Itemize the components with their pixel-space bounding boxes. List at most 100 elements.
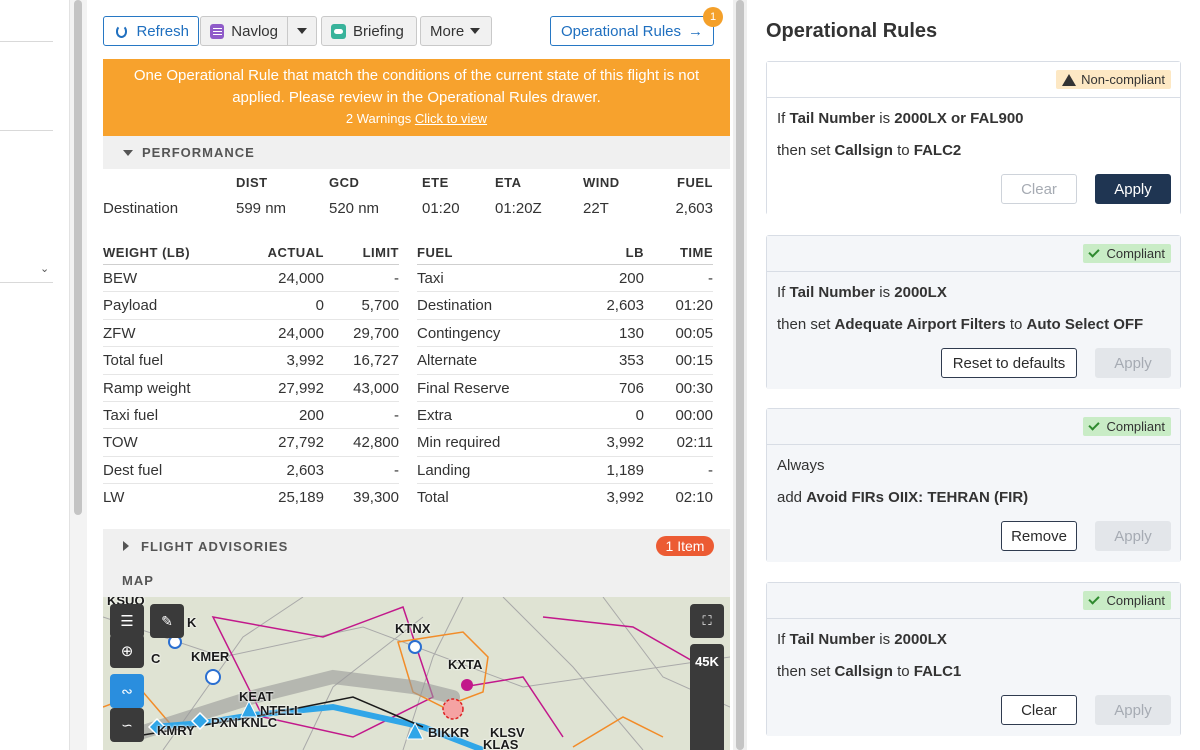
rule-card-header: Non-compliant — [767, 62, 1180, 98]
operational-rules-button[interactable]: Operational Rules → — [550, 16, 714, 46]
perf-value: 01:20 — [422, 200, 460, 217]
rule-line2-op: to — [897, 142, 910, 159]
rule-line2: add Avoid FIRs OIIX: TEHRAN (FIR) — [777, 489, 1028, 506]
row-divider — [103, 291, 399, 292]
row-divider — [417, 456, 713, 457]
row-divider — [103, 346, 399, 347]
map-label-3: KEAT — [239, 689, 274, 704]
briefing-button[interactable]: Briefing — [321, 16, 417, 46]
operational-rules-drawer: Operational Rules Non-compliant If Tail N… — [747, 0, 1200, 750]
navlog-dropdown-button[interactable] — [287, 16, 317, 46]
rule-line2-prefix: then set — [777, 142, 831, 159]
fullscreen-button[interactable]: ⛶ — [690, 604, 724, 638]
row-divider — [417, 264, 713, 265]
left-scrollbar[interactable] — [70, 0, 87, 750]
refresh-label: Refresh — [136, 22, 189, 40]
rule-line1-value: 2000LX or FAL900 — [894, 110, 1024, 127]
rule-secondary-button[interactable]: Remove — [1001, 521, 1077, 551]
crosshair-icon: ⊕ — [120, 643, 134, 660]
divider — [0, 130, 53, 131]
weights-cell: - — [394, 270, 399, 287]
fuel-cell: Final Reserve — [417, 380, 510, 397]
rule-apply-button[interactable]: Apply — [1095, 521, 1171, 551]
fuel-cell: Min required — [417, 434, 501, 451]
weights-cell: Dest fuel — [103, 462, 163, 479]
check-icon — [1088, 593, 1101, 605]
draw-button[interactable]: ∽ — [110, 708, 144, 742]
more-button[interactable]: More — [420, 16, 492, 46]
weights-cell: 5,700 — [361, 297, 399, 314]
ruler-button[interactable]: ✎ — [150, 604, 184, 638]
rule-line1-value: 2000LX — [894, 284, 947, 301]
fullscreen-icon: ⛶ — [702, 613, 712, 628]
rule-apply-button[interactable]: Apply — [1095, 348, 1171, 378]
rule-line2-field: Callsign — [834, 663, 893, 680]
weights-cell: 16,727 — [353, 352, 399, 369]
rule-line2: then set Callsign to FALC2 — [777, 142, 961, 159]
map-label-6: KMRY — [157, 723, 195, 738]
weights-cell: Taxi fuel — [103, 407, 159, 424]
fuel-cell: 706 — [618, 380, 644, 397]
map-label-4: NTELL — [260, 703, 302, 718]
flight-map[interactable]: KSUO K KMER KEAT NTELL PXN KMRY KTNX KXTA KLSV KLA… — [103, 597, 730, 750]
click-to-view-link[interactable]: Click to view — [414, 111, 488, 126]
row-divider — [103, 401, 399, 402]
chevron-down-icon[interactable]: ⌄ — [40, 263, 50, 275]
fuel-header: TIME — [679, 245, 713, 260]
weights-header: WEIGHT (LB) — [103, 245, 191, 260]
layers-button[interactable]: ☰ — [110, 604, 144, 638]
collapse-icon — [123, 149, 133, 156]
route-icon: ∾ — [121, 682, 133, 699]
weights-cell: 3,992 — [286, 352, 324, 369]
performance-title: PERFORMANCE — [142, 145, 255, 160]
rule-line2-prefix: then set — [777, 663, 831, 680]
weights-cell: 24,000 — [278, 325, 324, 342]
weights-header: LIMIT — [362, 245, 399, 260]
divider — [0, 282, 53, 283]
weights-cell: Ramp weight — [103, 380, 191, 397]
refresh-button[interactable]: Refresh — [103, 16, 199, 46]
weights-cell: Total fuel — [103, 352, 164, 369]
status-badge: Compliant — [1083, 591, 1171, 610]
recenter-button[interactable]: ⊕ — [110, 634, 144, 668]
performance-section-header[interactable]: PERFORMANCE — [103, 136, 730, 169]
weights-cell: 2,603 — [286, 462, 324, 479]
weights-cell: 43,000 — [353, 380, 399, 397]
fuel-cell: 3,992 — [606, 489, 644, 506]
row-divider — [417, 374, 713, 375]
route-button[interactable]: ∾ — [110, 674, 144, 708]
rule-card: Compliant Always add Avoid FIRs OIIX: TEH… — [766, 408, 1181, 562]
rule-secondary-button[interactable]: Clear — [1001, 695, 1077, 725]
rule-apply-button[interactable]: Apply — [1095, 174, 1171, 204]
fuel-cell: 130 — [618, 325, 644, 342]
rule-line2-field: Avoid FIRs OIIX: TEHRAN (FIR) — [806, 489, 1029, 506]
weights-header: ACTUAL — [267, 245, 324, 260]
arrow-right-icon: → — [688, 22, 704, 40]
map-title: MAP — [122, 573, 154, 588]
perf-col-header: GCD — [329, 175, 360, 190]
scrollbar-thumb[interactable] — [74, 0, 82, 515]
rule-card-header: Compliant — [767, 236, 1180, 272]
rule-line1-field: Tail Number — [789, 110, 876, 127]
status-badge: Compliant — [1083, 417, 1171, 436]
banner-warnings: 2 Warnings Click to view — [103, 109, 730, 129]
fuel-cell: Destination — [417, 297, 493, 314]
perf-value: 01:20Z — [495, 200, 542, 217]
flight-advisories-header[interactable]: FLIGHT ADVISORIES — [103, 529, 730, 563]
drawer-title: Operational Rules — [766, 20, 938, 42]
fuel-cell: 00:00 — [675, 407, 713, 424]
navlog-button[interactable]: Navlog — [200, 16, 288, 46]
main-scrollbar[interactable] — [733, 0, 747, 750]
perf-col-header: FUEL — [677, 175, 713, 190]
weights-cell: BEW — [103, 270, 138, 287]
rule-secondary-button[interactable]: Reset to defaults — [941, 348, 1077, 378]
fuel-cell: Landing — [417, 462, 471, 479]
rule-secondary-button[interactable]: Clear — [1001, 174, 1077, 204]
scrollbar-thumb[interactable] — [736, 0, 744, 750]
altitude-slider[interactable]: 45K — [690, 644, 724, 750]
map-label-9: KLSV — [490, 725, 525, 740]
rule-apply-button[interactable]: Apply — [1095, 695, 1171, 725]
status-label: Compliant — [1106, 419, 1165, 434]
weights-cell: Payload — [103, 297, 158, 314]
status-badge: Compliant — [1083, 244, 1171, 263]
